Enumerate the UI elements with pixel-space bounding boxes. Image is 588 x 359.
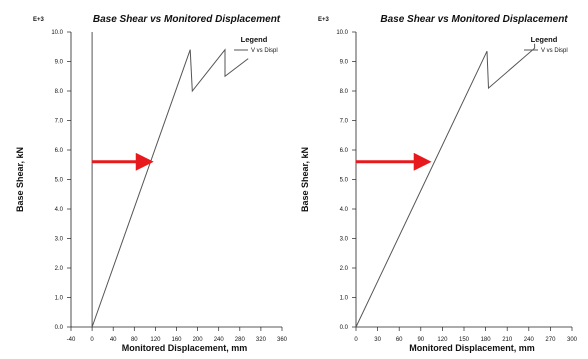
x-tick-label: 40: [110, 337, 117, 343]
x-tick-label: 270: [545, 337, 556, 343]
x-tick-label: 240: [524, 337, 535, 343]
y-tick-label: 8.0: [340, 89, 349, 95]
x-tick-label: 120: [437, 337, 448, 343]
x-tick-label: 0: [354, 337, 358, 343]
y-tick-label: 3.0: [340, 237, 349, 243]
y-axis-label: Base Shear, kN: [15, 147, 25, 212]
x-tick-label: 360: [277, 337, 288, 343]
y-tick-label: 2.0: [340, 266, 349, 272]
x-tick-label: 160: [171, 337, 182, 343]
x-tick-label: 320: [256, 337, 267, 343]
y-tick-label: 2.0: [55, 266, 64, 272]
y-tick-label: 10.0: [336, 30, 348, 36]
chart-left: Base Shear vs Monitored Displacement E+3 0…: [15, 14, 288, 353]
series-line-0: [91, 32, 249, 328]
x-tick-label: 60: [396, 337, 403, 343]
x-tick-label: 200: [193, 337, 204, 343]
x-tick-label: 120: [150, 337, 161, 343]
y-tick-label: 3.0: [55, 237, 64, 243]
y-tick-label: 7.0: [340, 119, 349, 125]
y-tick-label: 1.0: [340, 296, 349, 302]
y-tick-label: 8.0: [55, 89, 64, 95]
x-tick-label: 0: [90, 337, 94, 343]
y-tick-label: 0.0: [340, 325, 349, 331]
x-tick-label: 150: [459, 337, 470, 343]
y-tick-label: 1.0: [55, 296, 64, 302]
legend-entry: V vs Displ: [541, 48, 568, 54]
x-tick-label: 90: [417, 337, 424, 343]
series-line-0: [355, 43, 536, 328]
y-tick-label: 10.0: [51, 30, 63, 36]
x-tick-label: 300: [567, 337, 578, 343]
x-tick-label: 280: [235, 337, 246, 343]
chart-title: Base Shear vs Monitored Displacement: [93, 14, 281, 25]
y-tick-label: 5.0: [340, 178, 349, 184]
y-tick-label: 6.0: [55, 148, 64, 154]
y-tick-label: 5.0: [55, 178, 64, 184]
legend-entry: V vs Displ: [251, 48, 278, 54]
x-tick-label: 210: [502, 337, 513, 343]
y-tick-label: 7.0: [55, 119, 64, 125]
y-tick-label: 9.0: [340, 60, 349, 66]
y-multiplier-label: E+3: [33, 17, 45, 23]
chart-right: Base Shear vs Monitored Displacement E+3 0…: [300, 14, 578, 353]
y-axis-label: Base Shear, kN: [300, 147, 310, 212]
x-axis-label: Monitored Displacement, mm: [409, 343, 535, 353]
x-tick-label: 80: [131, 337, 138, 343]
legend-title: Legend: [241, 35, 268, 44]
x-tick-label: 240: [214, 337, 225, 343]
y-tick-label: 4.0: [340, 207, 349, 213]
y-tick-label: 9.0: [55, 60, 64, 66]
x-tick-label: 180: [481, 337, 492, 343]
y-multiplier-label: E+3: [318, 17, 330, 23]
chart-title: Base Shear vs Monitored Displacement: [380, 14, 568, 25]
x-tick-label: -40: [67, 337, 76, 343]
x-tick-label: 30: [374, 337, 381, 343]
legend-title: Legend: [531, 35, 558, 44]
y-tick-label: 6.0: [340, 148, 349, 154]
y-tick-label: 4.0: [55, 207, 64, 213]
y-tick-label: 0.0: [55, 325, 64, 331]
x-axis-label: Monitored Displacement, mm: [122, 343, 248, 353]
